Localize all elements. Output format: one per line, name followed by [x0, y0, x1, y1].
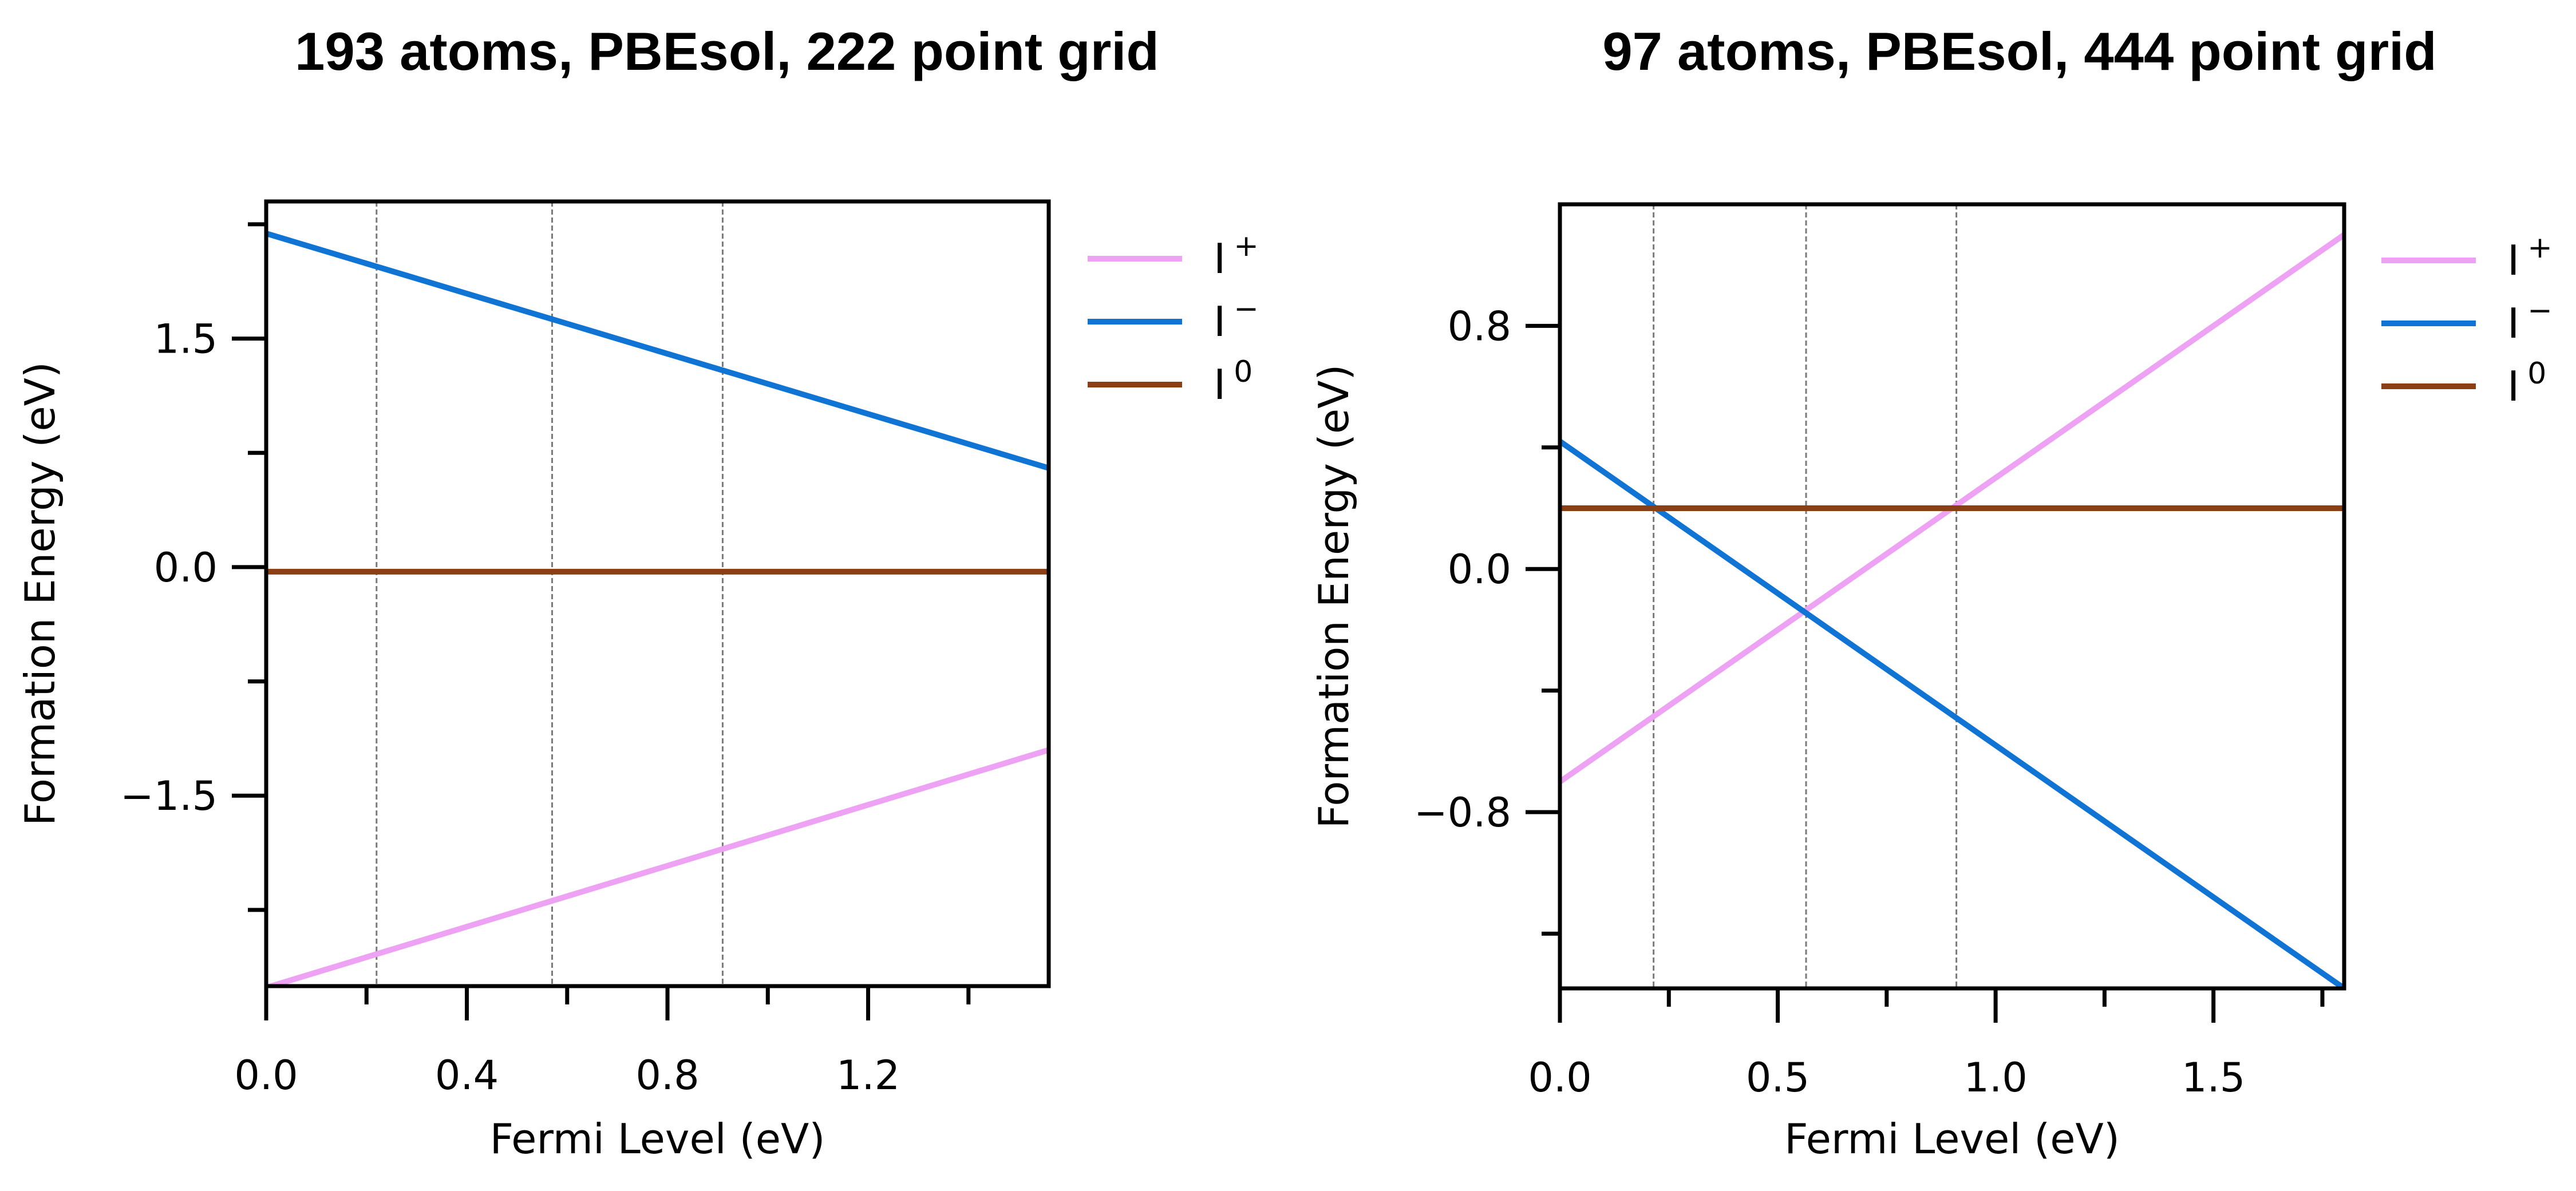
chart-title: 193 atoms, PBEsol, 222 point grid	[295, 21, 1159, 81]
legend-label-superscript: −	[1234, 292, 1259, 326]
x-tick-label: 1.2	[836, 1052, 900, 1099]
x-tick-label: 0.5	[1746, 1054, 1809, 1101]
legend-label-superscript: 0	[2527, 357, 2546, 391]
x-tick-label: 1.5	[2182, 1054, 2245, 1101]
series-line-2	[1560, 439, 2344, 988]
legend-label-superscript: 0	[1234, 355, 1253, 389]
x-axis-label: Fermi Level (eV)	[1784, 1115, 2120, 1163]
chart-title: 97 atoms, PBEsol, 444 point grid	[1602, 21, 2436, 81]
legend-label-superscript: +	[2527, 231, 2553, 265]
x-tick-label: 0.0	[234, 1052, 298, 1099]
plot-frame	[264, 199, 1051, 988]
series-line-1	[266, 747, 1049, 986]
x-tick-label: 0.8	[635, 1052, 699, 1099]
legend-label-superscript: −	[2527, 294, 2553, 328]
legend-label-superscript: +	[1234, 229, 1259, 263]
x-tick-label: 0.0	[1528, 1054, 1591, 1101]
chart-1: 193 atoms, PBEsol, 222 point grid 0.0 0.4 0…	[16, 21, 1259, 1163]
y-tick-label: 0.8	[1448, 303, 1511, 350]
series-line-2	[266, 231, 1049, 471]
x-tick-label: 1.0	[1963, 1054, 2027, 1101]
y-axis-label: Formation Energy (eV)	[16, 362, 64, 826]
x-tick-label: 0.4	[435, 1052, 499, 1099]
y-axis-label: Formation Energy (eV)	[1310, 365, 1358, 829]
y-tick-label: −0.8	[1414, 789, 1511, 836]
plot-frame	[1558, 202, 2346, 991]
y-tick-label: 1.5	[154, 316, 218, 363]
y-tick-label: 0.0	[154, 544, 218, 591]
x-axis-label: Fermi Level (eV)	[490, 1115, 825, 1163]
y-tick-label: −1.5	[120, 773, 218, 820]
chart-2: 97 atoms, PBEsol, 444 point grid 0.0 0.5 1.…	[1310, 21, 2553, 1163]
y-tick-label: 0.0	[1448, 546, 1511, 593]
